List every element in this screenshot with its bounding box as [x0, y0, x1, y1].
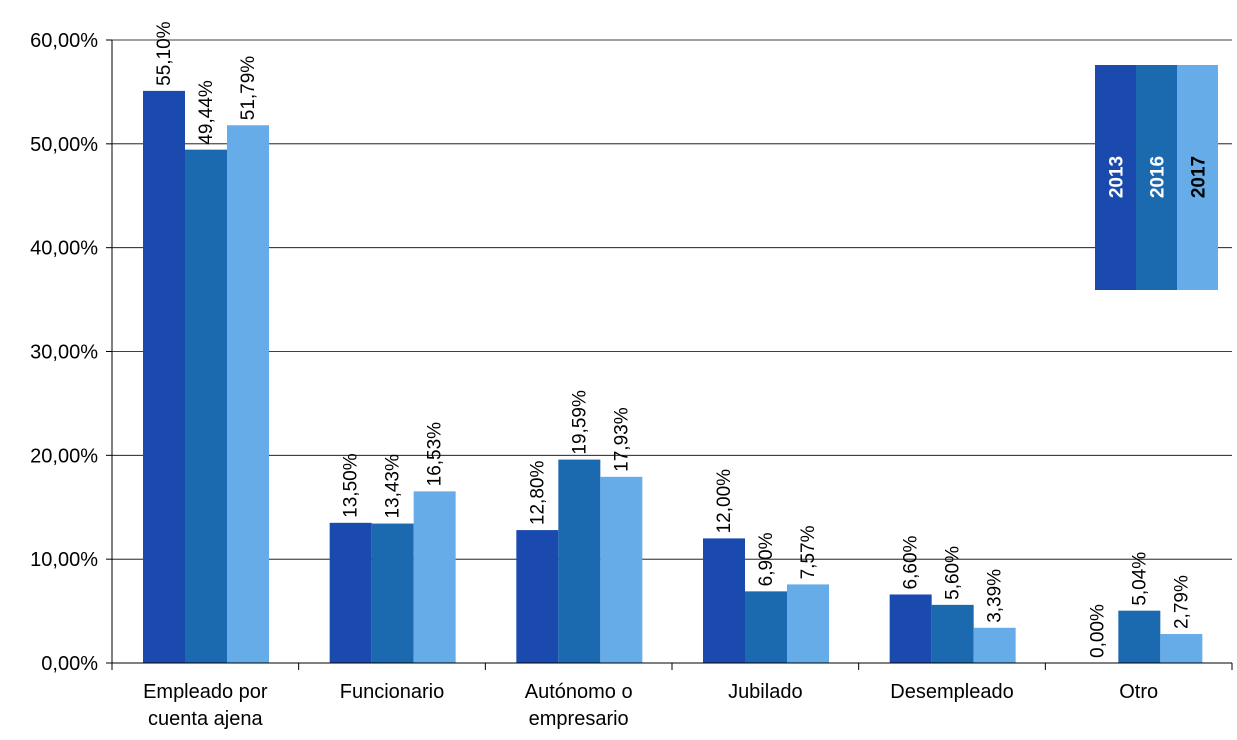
y-tick-label: 10,00%: [30, 549, 98, 571]
bar-2017: [227, 125, 269, 663]
bar-2016: [1118, 610, 1161, 663]
legend-swatch-2016: [1136, 65, 1177, 290]
legend-label-2016: 2016: [1148, 156, 1169, 198]
bars: [143, 90, 1203, 663]
bar-2016: [371, 523, 414, 663]
value-label: 16,53%: [425, 422, 446, 487]
bar-2013: [516, 530, 559, 663]
axes: [111, 40, 1233, 670]
value-label: 49,44%: [196, 80, 217, 145]
bar-2016: [931, 604, 974, 663]
y-tick-label: 20,00%: [30, 445, 98, 467]
bar-2013: [889, 594, 932, 663]
bar-2013: [329, 522, 372, 663]
category-labels: Empleado por cuenta ajena Funcionario Autón…: [143, 681, 1158, 730]
gridlines: [112, 39, 1232, 560]
y-tick-label: 0,00%: [41, 653, 98, 675]
legend-label-2017: 2017: [1189, 156, 1210, 198]
legend: 2013 2016 2017: [1095, 65, 1218, 290]
value-label: 5,04%: [1129, 552, 1150, 606]
legend-swatch-2017: [1177, 65, 1218, 290]
category-label: Desempleado: [890, 681, 1013, 703]
y-tick-label: 30,00%: [30, 342, 98, 364]
category-label: Otro: [1119, 681, 1158, 703]
value-label: 19,59%: [569, 390, 590, 455]
value-label: 5,60%: [943, 546, 964, 600]
y-axis-ticks: 0,00% 10,00% 20,00% 30,00% 40,00% 50,00% 60,00…: [30, 30, 112, 675]
bar-2017: [413, 491, 456, 663]
bar-2016: [185, 149, 227, 663]
bar-2013: [703, 538, 745, 663]
value-label: 12,00%: [714, 469, 735, 534]
category-label: Funcionario: [340, 681, 445, 703]
value-label: 7,57%: [798, 525, 819, 579]
value-label: 51,79%: [238, 56, 259, 121]
category-label: Empleado por: [143, 681, 268, 703]
category-label: empresario: [529, 708, 629, 730]
value-labels: 55,10% 13,50% 12,80% 12,00% 6,60% 0,00% 49,44%…: [154, 21, 1192, 658]
bar-2017: [787, 584, 829, 663]
bar-2017: [973, 627, 1016, 663]
value-label: 6,60%: [901, 535, 922, 589]
value-label: 17,93%: [611, 407, 632, 472]
legend-label-2013: 2013: [1107, 156, 1128, 198]
value-label: 0,00%: [1087, 604, 1108, 658]
category-label: cuenta ajena: [148, 708, 263, 730]
value-label: 55,10%: [154, 21, 175, 86]
legend-swatch-2013: [1095, 65, 1136, 290]
bar-2016: [745, 591, 787, 663]
value-label: 6,90%: [756, 532, 777, 586]
category-label: Autónomo o: [525, 681, 633, 703]
bar-2016: [558, 459, 601, 663]
bar-2017: [1160, 634, 1203, 663]
value-label: 3,39%: [985, 569, 1006, 623]
y-tick-label: 50,00%: [30, 134, 98, 156]
value-label: 2,79%: [1171, 575, 1192, 629]
bar-2013: [143, 90, 185, 663]
value-label: 13,50%: [341, 453, 362, 518]
category-label: Jubilado: [728, 681, 803, 703]
value-label: 12,80%: [527, 461, 548, 526]
value-label: 13,43%: [383, 454, 404, 519]
y-tick-label: 60,00%: [30, 30, 98, 52]
y-tick-label: 40,00%: [30, 238, 98, 260]
bar-2017: [600, 476, 643, 663]
